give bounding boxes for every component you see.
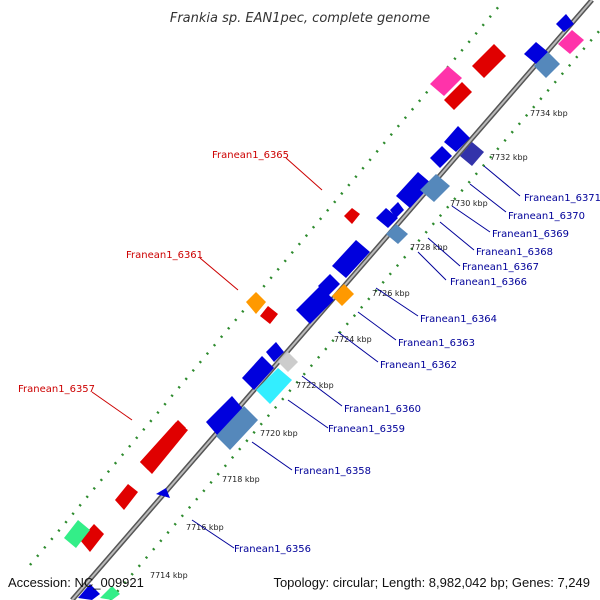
- gene-bottom-2[interactable]: [100, 586, 120, 600]
- label-franean1-6363[interactable]: Franean1_6363: [398, 338, 475, 349]
- tick-7716: 7716 kbp: [186, 523, 224, 532]
- gene-red-small-1[interactable]: [115, 484, 138, 510]
- inner-dotted-track: [109, 29, 600, 600]
- gene-6361-red[interactable]: [260, 306, 278, 324]
- label-franean1-6368[interactable]: Franean1_6368: [476, 247, 553, 258]
- gene-6358b[interactable]: [216, 406, 258, 450]
- gene-pink-1[interactable]: [430, 66, 462, 96]
- accession-text: Accession: NC_009921: [8, 575, 144, 590]
- forward-genes: [64, 44, 506, 552]
- gene-6368[interactable]: [390, 202, 404, 218]
- gene-6356[interactable]: [156, 488, 170, 498]
- gene-6362[interactable]: [266, 342, 284, 362]
- tick-7728: 7728 kbp: [410, 243, 448, 252]
- gene-6360b[interactable]: [242, 356, 274, 390]
- reverse-genes: [78, 14, 584, 600]
- label-franean1-6360[interactable]: Franean1_6360: [344, 404, 421, 415]
- label-franean1-6356[interactable]: Franean1_6356: [234, 544, 311, 555]
- tick-7732: 7732 kbp: [490, 153, 528, 162]
- label-franean1-6357[interactable]: Franean1_6357: [18, 384, 95, 395]
- gene-6364c[interactable]: [332, 240, 370, 278]
- label-franean1-6369[interactable]: Franean1_6369: [492, 229, 569, 240]
- gene-red-3[interactable]: [472, 44, 506, 78]
- gene-6370b[interactable]: [444, 126, 470, 152]
- gene-green[interactable]: [64, 520, 90, 548]
- gene-6358[interactable]: [206, 396, 244, 436]
- gene-6369b[interactable]: [420, 174, 450, 202]
- gene-6361-orange[interactable]: [246, 292, 266, 314]
- gene-6363[interactable]: [296, 286, 334, 324]
- label-franean1-6370[interactable]: Franean1_6370: [508, 211, 585, 222]
- gene-top-2[interactable]: [534, 52, 560, 78]
- genome-summary-text: Topology: circular; Length: 8,982,042 bp…: [273, 575, 590, 590]
- label-franean1-6358[interactable]: Franean1_6358: [294, 466, 371, 477]
- gene-6369[interactable]: [396, 172, 432, 208]
- gene-top-3[interactable]: [556, 14, 574, 32]
- gene-6370[interactable]: [430, 146, 452, 168]
- gene-bottom-1[interactable]: [78, 584, 100, 600]
- tick-7726: 7726 kbp: [372, 289, 410, 298]
- label-franean1-6362[interactable]: Franean1_6362: [380, 360, 457, 371]
- gene-6371[interactable]: [460, 142, 484, 166]
- forward-gene-labels: Franean1_6357 Franean1_6361 Franean1_636…: [18, 150, 323, 421]
- label-franean1-6371[interactable]: Franean1_6371: [524, 193, 600, 204]
- tick-7720: 7720 kbp: [260, 429, 298, 438]
- outer-dotted-track: [29, 4, 501, 566]
- tick-7724: 7724 kbp: [334, 335, 372, 344]
- label-franean1-6364[interactable]: Franean1_6364: [420, 314, 497, 325]
- label-franean1-6365[interactable]: Franean1_6365: [212, 150, 289, 161]
- gene-red-2[interactable]: [444, 82, 472, 110]
- tick-7718: 7718 kbp: [222, 475, 260, 484]
- gene-top-pink[interactable]: [558, 30, 584, 54]
- reverse-gene-labels: Franean1_6356 Franean1_6358 Franean1_635…: [191, 165, 600, 555]
- scale-ticks: 7714 kbp 7716 kbp 7718 kbp 7720 kbp 7722…: [150, 109, 568, 580]
- label-franean1-6367[interactable]: Franean1_6367: [462, 262, 539, 273]
- gene-6364[interactable]: [332, 284, 354, 306]
- gene-6367[interactable]: [376, 208, 398, 228]
- label-franean1-6361[interactable]: Franean1_6361: [126, 250, 203, 261]
- tick-7714: 7714 kbp: [150, 571, 188, 580]
- gene-6364b[interactable]: [318, 274, 340, 296]
- gene-top-1[interactable]: [524, 42, 548, 64]
- label-franean1-6359[interactable]: Franean1_6359: [328, 424, 405, 435]
- gene-6359[interactable]: [256, 368, 292, 404]
- label-franean1-6366[interactable]: Franean1_6366: [450, 277, 527, 288]
- map-title: Frankia sp. EAN1pec, complete genome: [170, 11, 430, 26]
- tick-7730: 7730 kbp: [450, 199, 488, 208]
- gene-6360[interactable]: [278, 352, 298, 372]
- gene-6365[interactable]: [344, 208, 360, 224]
- gene-6366[interactable]: [386, 224, 408, 244]
- tick-7734: 7734 kbp: [530, 109, 568, 118]
- gene-red-small-2[interactable]: [80, 524, 104, 552]
